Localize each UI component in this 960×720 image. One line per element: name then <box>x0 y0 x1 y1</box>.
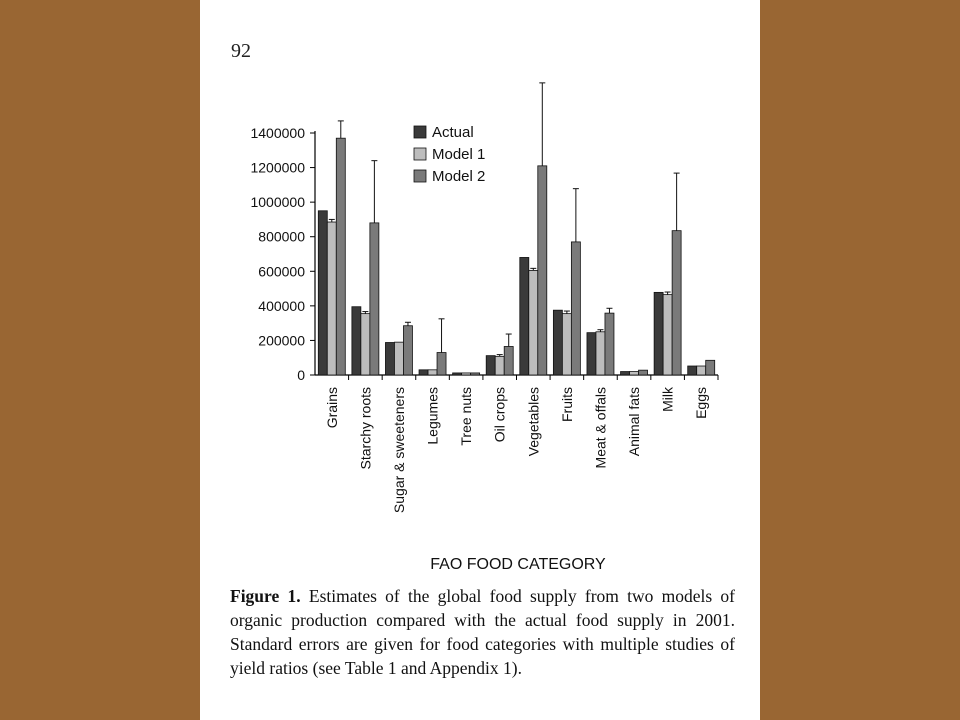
y-tick-label: 800000 <box>258 229 305 245</box>
bar <box>360 313 371 376</box>
bar <box>604 312 615 376</box>
y-tick-label: 1000000 <box>250 194 305 210</box>
legend-label: Model 1 <box>432 146 485 163</box>
legend-swatch <box>413 169 427 183</box>
x-tick-label: Starchy roots <box>357 387 373 469</box>
bar <box>561 313 572 376</box>
y-tick-label: 600000 <box>258 263 305 279</box>
x-tick-label: Milk <box>660 386 676 412</box>
bar <box>418 369 429 376</box>
bar <box>394 341 404 376</box>
page-number: 92 <box>231 40 251 62</box>
bar <box>537 165 548 376</box>
x-tick-label: Fruits <box>559 387 575 422</box>
x-tick-label: Grains <box>324 387 340 428</box>
bar <box>705 359 716 376</box>
bar <box>638 369 648 376</box>
bar <box>696 365 707 376</box>
y-tick-label: 1400000 <box>250 125 305 141</box>
bar <box>427 369 438 376</box>
bar <box>369 222 380 376</box>
document-page: 92 0 200000 400000 600000 800000 1000000 12000… <box>200 0 760 720</box>
x-tick-label: Oil crops <box>492 387 508 442</box>
bar <box>326 221 337 376</box>
x-tick-label: Sugar & sweeteners <box>391 387 407 513</box>
bar <box>653 291 664 376</box>
bar <box>485 355 496 376</box>
caption-text: Estimates of the global food supply from… <box>230 586 736 678</box>
bar <box>671 230 682 376</box>
bar <box>629 371 639 376</box>
y-tick-label: 200000 <box>258 332 305 348</box>
error-bars <box>328 82 680 357</box>
bar <box>436 352 447 376</box>
x-tick-label: Legumes <box>425 387 441 445</box>
x-axis-label: FAO FOOD CATEGORY <box>430 556 606 573</box>
figure-caption: Figure 1. Estimates of the global food s… <box>230 584 735 680</box>
bar <box>461 372 472 376</box>
y-tick-label: 1200000 <box>250 160 305 176</box>
x-tick-label: Meat & offals <box>592 387 608 468</box>
bar <box>528 270 539 376</box>
y-tick-label: 0 <box>297 367 305 383</box>
legend: Actual Model 1 Model 2 <box>413 124 485 185</box>
bar <box>317 210 328 376</box>
legend-swatch <box>413 147 427 161</box>
x-tick-label: Animal fats <box>626 387 642 456</box>
axes: 0 200000 400000 600000 800000 1000000 1200000 1… <box>250 125 719 513</box>
x-tick-label: Vegetables <box>525 387 541 456</box>
bar <box>335 137 346 376</box>
bar <box>552 309 563 376</box>
bar <box>519 257 530 376</box>
legend-swatch <box>413 125 427 139</box>
bar <box>570 241 581 376</box>
bar <box>452 372 463 376</box>
legend-label: Actual <box>432 124 474 141</box>
bar <box>351 306 362 376</box>
bar <box>620 371 630 376</box>
x-tick-label: Tree nuts <box>458 387 474 446</box>
bar <box>494 355 505 376</box>
bar-chart: 0 200000 400000 600000 800000 1000000 1200000 1… <box>250 82 719 573</box>
y-tick-label: 400000 <box>258 298 305 314</box>
bar <box>503 346 514 376</box>
bar <box>662 294 673 376</box>
bars <box>317 137 716 376</box>
bar <box>470 372 481 376</box>
bar <box>586 332 597 376</box>
caption-label: Figure 1. <box>230 586 301 606</box>
bar <box>403 325 413 376</box>
x-tick-label: Eggs <box>693 387 709 419</box>
bar <box>385 342 395 376</box>
bar <box>687 365 698 376</box>
legend-label: Model 2 <box>432 168 485 185</box>
bar <box>595 331 606 376</box>
